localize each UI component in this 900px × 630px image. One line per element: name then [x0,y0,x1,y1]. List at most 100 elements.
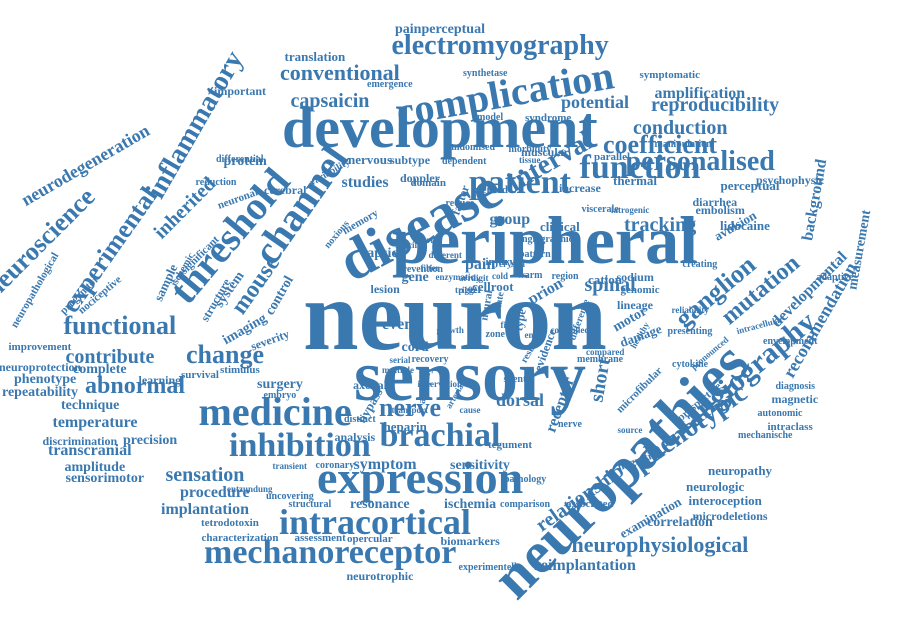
cloud-word: nerve [379,393,442,422]
cloud-word: associated [566,497,614,510]
cloud-word: embryo [263,390,297,401]
cloud-word: learning [138,373,182,387]
cloud-word: digit [471,272,489,283]
cloud-word: implantation [161,501,250,518]
cloud-word: different [428,249,462,260]
cloud-word: spinal [584,274,636,296]
cloud-word: pathology [504,474,547,485]
cloud-word: sodium [616,270,654,284]
cloud-word: syndrome [525,111,572,124]
cloud-word: randomised [444,142,496,153]
cloud-word: phenotype [14,372,77,387]
cloud-word: expression [317,452,524,503]
cloud-word: silent [503,374,527,385]
cloud-word: neurotrophic [346,569,414,583]
cloud-word: neuropathy [708,462,773,478]
cloud-word: precision [123,433,178,448]
cloud-word: iatrogenic [611,204,650,215]
cloud-word: conduction [633,117,728,139]
cloud-word: symptomatic [639,68,701,81]
cloud-word: increase [559,181,601,195]
cloud-word: lesion [370,282,400,296]
cloud-word: structural [288,499,332,510]
cloud-word: dorsal [496,390,545,410]
cloud-word: enzymatic [435,271,475,282]
cloud-word: prevention [397,264,443,275]
cloud-word: domain [410,176,446,189]
cloud-word: fiber [500,319,520,330]
cloud-word: capsaicin [290,90,370,112]
cloud-word: source [617,424,643,435]
cloud-word: tetrodotoxin [201,516,259,529]
cloud-word: filter [420,262,440,273]
cloud-word: lidocaine [720,217,770,233]
cloud-word: personalised [625,146,775,177]
cloud-word: method [472,183,508,196]
cloud-word: electromyography [391,30,609,61]
cloud-word: painperceptual [395,22,485,37]
cloud-word: reliability [671,304,709,315]
cloud-word: angiographic [517,234,574,245]
cloud-word: medicine [198,389,352,434]
cloud-word: distinct [344,414,376,425]
cloud-word: complete [73,362,127,377]
cloud-word: development [282,95,598,160]
cloud-word: microdeletions [692,509,768,523]
cloud-word: trigger [455,284,482,295]
cloud-word: studies [341,174,389,191]
cloud-word: lineage [617,298,653,312]
cloud-word: transcranial [48,442,132,459]
cloud-word: interoception [688,492,762,508]
cloud-word: reduction [195,177,237,188]
cloud-word: mechanoreceptor [204,534,457,571]
cloud-word: comparison [500,499,550,510]
cloud-word: surgery [257,377,303,392]
cloud-word: embolism [695,203,745,217]
cloud-word: technique [61,398,120,413]
cloud-word: membrane [577,354,624,365]
cloud-word: nerve [558,419,582,430]
cloud-word: envelopment [763,336,818,347]
cloud-word: pain [465,256,496,273]
cloud-word: amplitude [64,460,126,475]
cloud-word: brachial [379,417,501,454]
cloud-word: temperature [52,414,138,431]
cloud-word: improvement [8,340,72,353]
cloud-word: stimulus [220,363,260,376]
cloud-word: nervous [348,151,393,167]
cloud-word: reproducibility [651,94,780,116]
cloud-word: capsid [361,246,400,261]
cloud-word: event [382,316,419,333]
cloud-word: group [489,211,531,228]
cloud-word: function [579,149,701,186]
cloud-word: sensation [165,464,245,486]
cloud-word: warm [517,270,543,281]
cloud-word: procedure [180,484,250,501]
cloud-word: zone [485,329,505,340]
cloud-word: entzundung [227,483,273,494]
cloud-word: tracking [624,214,697,236]
cloud-word: differential [216,154,264,165]
cloud-word: patient [469,164,571,201]
cloud-word: diagnosis [775,381,815,392]
cloud-word: correlation [647,515,713,530]
cloud-word: ischemia [444,497,497,512]
cloud-word: uncovering [266,491,314,502]
cloud-word: morbidity [508,144,552,155]
cloud-word: injury [485,255,515,268]
cloud-word: innervation [417,378,463,389]
cloud-word: reimplantation [534,557,636,574]
cloud-word: tegument [488,438,532,451]
cloud-word: array [459,272,481,283]
cloud-word: dependent [442,156,487,167]
cloud-word: coronary [315,460,355,471]
cloud-word: neuron [303,260,607,371]
cloud-word: grip [422,234,439,245]
cloud-word: manipulation [654,139,712,150]
cloud-word: inhibition [229,427,371,464]
cloud-word: adaptive [816,272,854,283]
cloud-word: presenting [667,326,713,337]
cloud-word: axonal [353,378,388,392]
cloud-word: cold [492,270,509,281]
cloud-word: functional [63,311,177,340]
